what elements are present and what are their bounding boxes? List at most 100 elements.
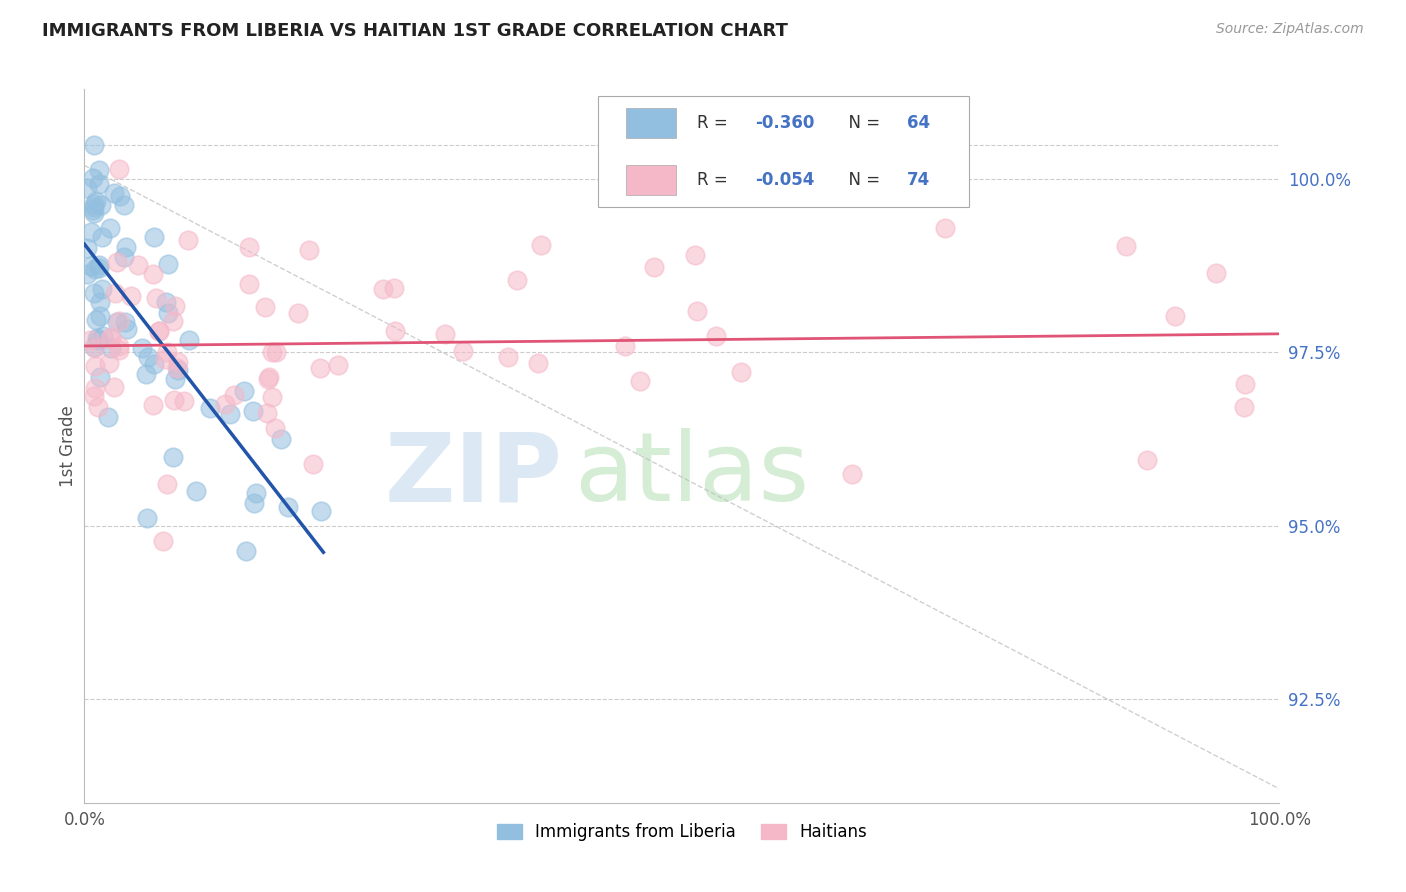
Point	[686, 303, 709, 318]
Point	[127, 258, 149, 272]
Point	[156, 476, 179, 491]
Point	[166, 363, 188, 377]
Bar	[626, 165, 676, 195]
Point	[173, 394, 195, 409]
Point	[242, 404, 264, 418]
Point	[89, 369, 111, 384]
Point	[104, 285, 127, 300]
Point	[434, 327, 457, 342]
Point	[115, 322, 138, 336]
Point	[301, 457, 323, 471]
Point	[84, 380, 107, 394]
Point	[89, 177, 111, 191]
Point	[79, 333, 101, 347]
Text: Source: ZipAtlas.com: Source: ZipAtlas.com	[1216, 22, 1364, 37]
Point	[86, 400, 108, 414]
Point	[91, 230, 114, 244]
Point	[87, 258, 110, 272]
Point	[89, 261, 111, 276]
Point	[162, 314, 184, 328]
Point	[103, 380, 125, 394]
Point	[83, 262, 105, 277]
Point	[162, 393, 184, 408]
Point	[89, 163, 111, 178]
Point	[89, 309, 111, 323]
Point	[79, 225, 101, 239]
Point	[105, 255, 128, 269]
Point	[76, 241, 98, 255]
Point	[176, 233, 198, 247]
Point	[114, 198, 136, 212]
Point	[614, 339, 637, 353]
Point	[214, 397, 236, 411]
Point	[155, 352, 177, 367]
Point	[82, 202, 104, 217]
Point	[157, 257, 180, 271]
Point	[527, 356, 550, 370]
Point	[83, 286, 105, 301]
Point	[506, 273, 529, 287]
Point	[530, 238, 553, 252]
Point	[198, 401, 221, 416]
Point	[371, 282, 394, 296]
Point	[934, 220, 956, 235]
Point	[83, 389, 105, 403]
Point	[253, 300, 276, 314]
Text: R =: R =	[697, 114, 734, 132]
Text: R =: R =	[697, 171, 734, 189]
Point	[156, 345, 179, 359]
Point	[628, 374, 651, 388]
Point	[86, 331, 108, 345]
Point	[382, 280, 405, 294]
Point	[184, 483, 207, 498]
Point	[108, 343, 131, 358]
Point	[98, 332, 121, 346]
Point	[1234, 377, 1257, 392]
Point	[86, 194, 108, 208]
Point	[643, 260, 665, 274]
Point	[110, 189, 132, 203]
Point	[83, 341, 105, 355]
Text: ZIP: ZIP	[384, 428, 562, 521]
Text: -0.054: -0.054	[755, 171, 814, 189]
Point	[256, 372, 278, 386]
Point	[148, 324, 170, 338]
Text: atlas: atlas	[575, 428, 810, 521]
Point	[152, 534, 174, 549]
Point	[120, 289, 142, 303]
Point	[328, 358, 350, 372]
Text: 74: 74	[907, 171, 929, 189]
Point	[270, 432, 292, 446]
Point	[114, 315, 136, 329]
Point	[384, 324, 406, 338]
Point	[1135, 453, 1157, 467]
Point	[166, 355, 188, 369]
Point	[105, 315, 128, 329]
Point	[1232, 400, 1254, 414]
Point	[83, 137, 105, 152]
Point	[238, 277, 260, 291]
Point	[287, 306, 309, 320]
Point	[260, 344, 283, 359]
Point	[90, 198, 112, 212]
Point	[1205, 267, 1227, 281]
Point	[135, 367, 157, 381]
Point	[103, 186, 125, 200]
Legend: Immigrants from Liberia, Haitians: Immigrants from Liberia, Haitians	[491, 817, 873, 848]
Point	[685, 248, 707, 262]
Point	[222, 388, 245, 402]
Point	[166, 361, 188, 376]
Point	[148, 324, 170, 338]
Point	[83, 359, 105, 373]
Point	[83, 200, 105, 214]
Text: -0.360: -0.360	[755, 114, 814, 132]
Text: IMMIGRANTS FROM LIBERIA VS HAITIAN 1ST GRADE CORRELATION CHART: IMMIGRANTS FROM LIBERIA VS HAITIAN 1ST G…	[42, 22, 787, 40]
Point	[82, 171, 104, 186]
Point	[277, 500, 299, 515]
Point	[91, 329, 114, 343]
Point	[218, 407, 240, 421]
Point	[1164, 309, 1187, 323]
Point	[83, 340, 105, 354]
Point	[157, 306, 180, 320]
Point	[730, 365, 752, 379]
